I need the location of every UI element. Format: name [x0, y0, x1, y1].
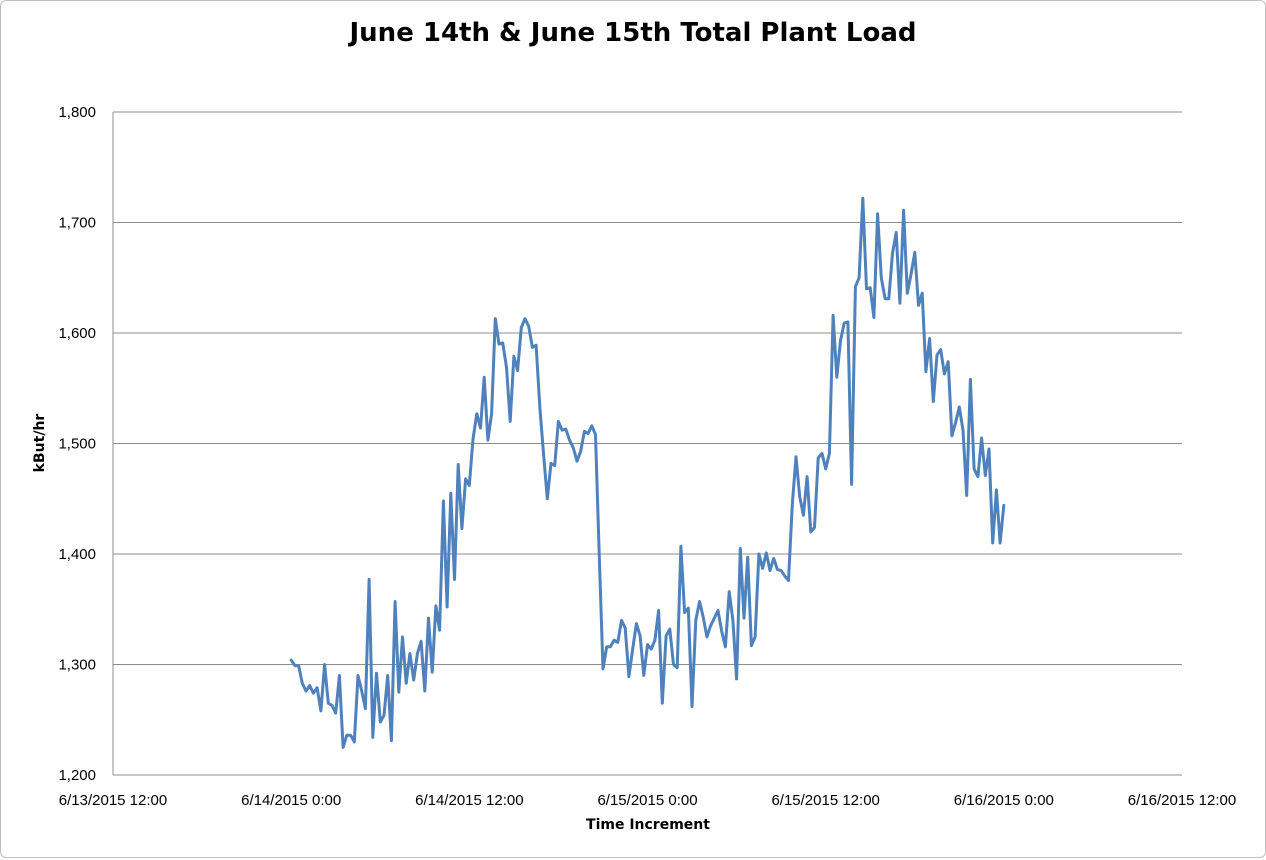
x-tick-label: 6/14/2015 0:00 — [241, 792, 341, 809]
chart-title: June 14th & June 15th Total Plant Load — [349, 18, 917, 48]
series-line — [289, 196, 1006, 749]
y-tick-label: 1,600 — [58, 325, 96, 342]
x-tick-label: 6/15/2015 0:00 — [597, 792, 697, 809]
y-axis-label: kBut/hr — [32, 414, 48, 473]
y-tick-label: 1,400 — [58, 546, 96, 563]
y-tick-label: 1,800 — [58, 104, 96, 121]
y-tick-label: 1,700 — [58, 215, 96, 232]
x-tick-label: 6/15/2015 12:00 — [771, 792, 879, 809]
y-tick-label: 1,200 — [58, 767, 96, 784]
x-tick-label: 6/13/2015 12:00 — [59, 792, 167, 809]
y-tick-label: 1,500 — [58, 436, 96, 453]
x-tick-label: 6/16/2015 0:00 — [954, 792, 1054, 809]
x-tick-label: 6/14/2015 12:00 — [415, 792, 523, 809]
y-tick-label: 1,300 — [58, 657, 96, 674]
x-axis-label: Time Increment — [586, 817, 710, 833]
x-tick-label: 6/16/2015 12:00 — [1128, 792, 1236, 809]
